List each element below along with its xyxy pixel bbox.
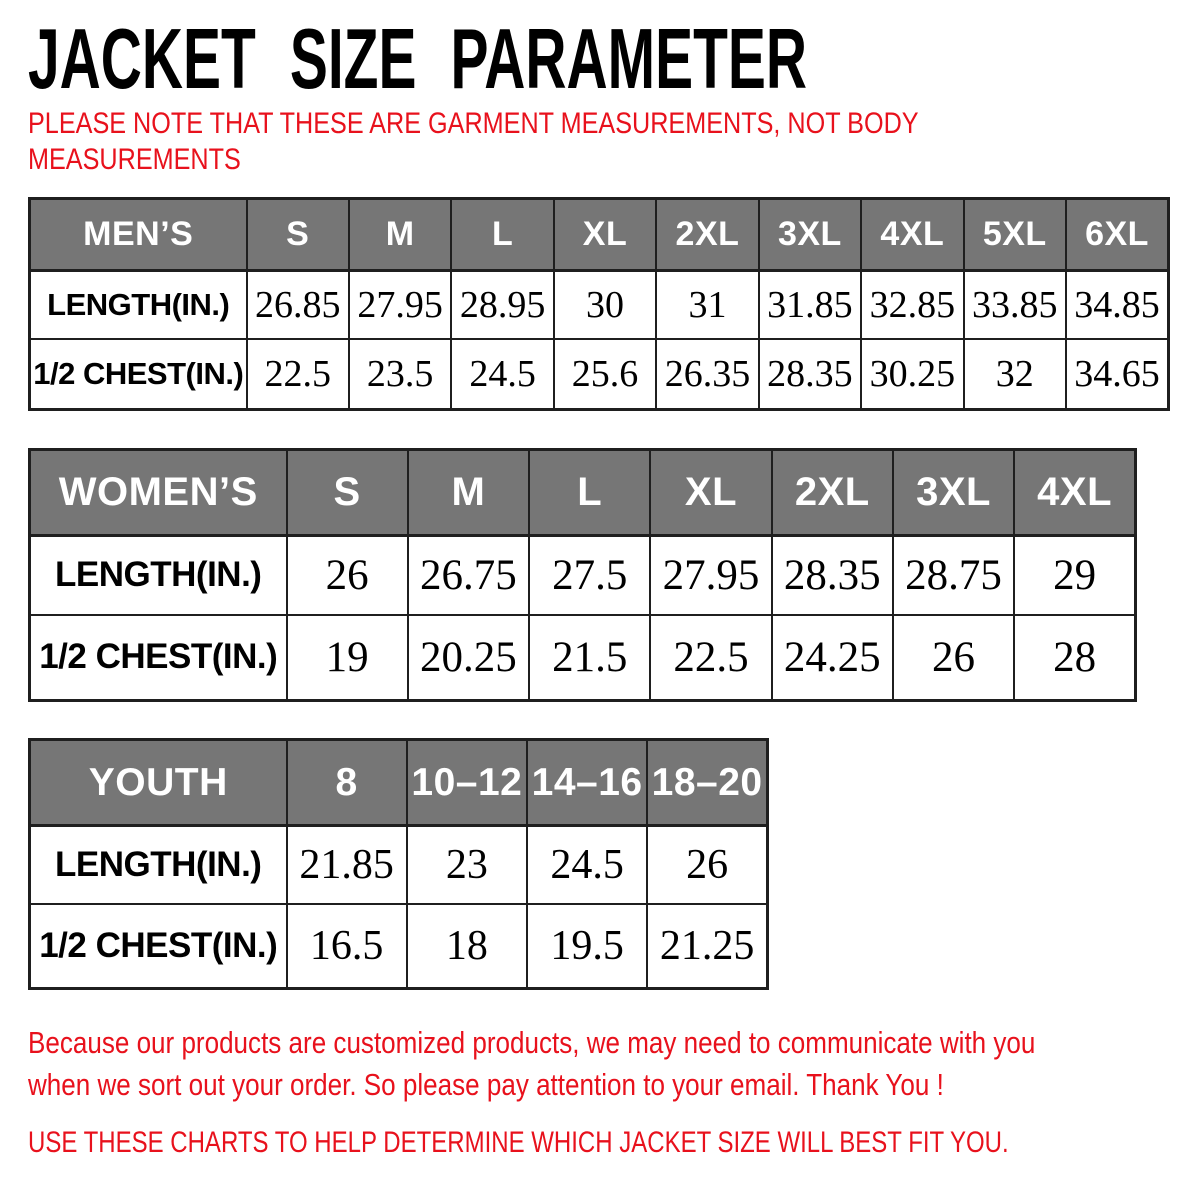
- size-value: 27.5: [528, 534, 652, 616]
- size-column-header: M: [347, 197, 453, 272]
- size-value: 31: [655, 269, 760, 340]
- size-column-header: 3XL: [757, 197, 863, 272]
- size-value: 34.85: [1065, 269, 1170, 340]
- size-column-header: 10–12: [405, 738, 529, 827]
- mens-table: MEN’S S M L XL 2XL 3XL 4XL 5XL 6XL LENGTH(IN.) 26.8…: [28, 197, 1170, 411]
- size-column-header: M: [406, 448, 531, 537]
- size-value: 33.85: [962, 269, 1068, 340]
- womens-table-title: WOMEN’S: [28, 448, 288, 537]
- measure-row-label: LENGTH(IN.): [28, 534, 288, 616]
- size-value: 29: [1013, 534, 1137, 616]
- note-line-2: MEASUREMENTS: [28, 143, 241, 176]
- size-column-header: 4XL: [1013, 448, 1137, 537]
- measurement-row: LENGTH(IN.) 26.85 27.95 28.95 30 31 31.85 32.85…: [28, 269, 1170, 340]
- youth-table-title: YOUTH: [28, 738, 288, 827]
- measure-row-label: 1/2 CHEST(IN.): [28, 337, 248, 411]
- size-value: 26.85: [245, 269, 350, 340]
- size-value: 23: [405, 824, 529, 905]
- garment-measurement-note: PLEASE NOTE THAT THESE ARE GARMENT MEASU…: [28, 106, 1088, 178]
- size-column-header: L: [528, 448, 652, 537]
- size-value: 24.5: [450, 337, 555, 411]
- youth-size-table: YOUTH 8 10–12 14–16 18–20 LENGTH(IN.) 21.85 23 2…: [28, 738, 769, 990]
- size-value: 19.5: [525, 902, 649, 990]
- size-value: 34.65: [1065, 337, 1170, 411]
- mens-table-title: MEN’S: [28, 197, 248, 272]
- size-value: 27.95: [347, 269, 453, 340]
- size-value: 28.95: [450, 269, 555, 340]
- size-value: 20.25: [406, 613, 531, 702]
- size-value: 26: [285, 534, 409, 616]
- size-value: 31.85: [757, 269, 863, 340]
- youth-header-row: YOUTH 8 10–12 14–16 18–20: [28, 738, 769, 827]
- measurement-row: 1/2 CHEST(IN.) 19 20.25 21.5 22.5 24.25 26 28: [28, 613, 1137, 702]
- size-value: 28: [1013, 613, 1137, 702]
- note-line-1: PLEASE NOTE THAT THESE ARE GARMENT MEASU…: [28, 107, 919, 140]
- size-value: 25.6: [552, 337, 658, 411]
- page-title: JACKET SIZE PARAMETER: [28, 12, 807, 107]
- womens-header-row: WOMEN’S S M L XL 2XL 3XL 4XL: [28, 448, 1137, 537]
- mens-header-row: MEN’S S M L XL 2XL 3XL 4XL 5XL 6XL: [28, 197, 1170, 272]
- size-value: 19: [285, 613, 409, 702]
- mens-size-table: MEN’S S M L XL 2XL 3XL 4XL 5XL 6XL LENGTH(IN.) 26.8…: [28, 197, 1170, 411]
- size-column-header: 3XL: [891, 448, 1016, 537]
- size-value: 21.5: [528, 613, 652, 702]
- measurement-row: 1/2 CHEST(IN.) 16.5 18 19.5 21.25: [28, 902, 769, 990]
- size-value: 26: [646, 824, 769, 905]
- size-value: 30: [552, 269, 658, 340]
- measure-row-label: LENGTH(IN.): [28, 824, 288, 905]
- size-column-header: 18–20: [646, 738, 769, 827]
- size-column-header: XL: [552, 197, 658, 272]
- measurement-row: 1/2 CHEST(IN.) 22.5 23.5 24.5 25.6 26.35 28.35…: [28, 337, 1170, 411]
- size-value: 21.25: [646, 902, 769, 990]
- measure-row-label: 1/2 CHEST(IN.): [28, 613, 288, 702]
- womens-size-table: WOMEN’S S M L XL 2XL 3XL 4XL LENGTH(IN.) 26 26.75 2…: [28, 448, 1137, 702]
- size-column-header: 5XL: [962, 197, 1068, 272]
- size-value: 26.35: [655, 337, 760, 411]
- size-value: 32.85: [860, 269, 965, 340]
- measure-row-label: LENGTH(IN.): [28, 269, 248, 340]
- size-column-header: 2XL: [655, 197, 760, 272]
- size-column-header: S: [245, 197, 350, 272]
- size-column-header: 14–16: [525, 738, 649, 827]
- size-value: 27.95: [649, 534, 773, 616]
- measurement-row: LENGTH(IN.) 21.85 23 24.5 26: [28, 824, 769, 905]
- size-value: 24.25: [770, 613, 894, 702]
- womens-table: WOMEN’S S M L XL 2XL 3XL 4XL LENGTH(IN.) 26 26.75 2…: [28, 448, 1137, 702]
- size-value: 28.35: [757, 337, 863, 411]
- size-column-header: XL: [649, 448, 773, 537]
- size-column-header: L: [450, 197, 555, 272]
- youth-table: YOUTH 8 10–12 14–16 18–20 LENGTH(IN.) 21.85 23 2…: [28, 738, 769, 990]
- customization-notice: Because our products are customized prod…: [28, 1022, 1200, 1106]
- measurement-row: LENGTH(IN.) 26 26.75 27.5 27.95 28.35 28.75 29: [28, 534, 1137, 616]
- size-value: 22.5: [245, 337, 350, 411]
- size-value: 28.75: [891, 534, 1016, 616]
- notice-line-2: when we sort out your order. So please p…: [28, 1067, 944, 1102]
- notice-line-1: Because our products are customized prod…: [28, 1025, 1036, 1060]
- size-column-header: 6XL: [1065, 197, 1170, 272]
- size-value: 23.5: [347, 337, 453, 411]
- size-value: 28.35: [770, 534, 894, 616]
- measure-row-label: 1/2 CHEST(IN.): [28, 902, 288, 990]
- size-value: 22.5: [649, 613, 773, 702]
- size-column-header: S: [285, 448, 409, 537]
- size-value: 16.5: [285, 902, 408, 990]
- size-value: 30.25: [860, 337, 965, 411]
- size-column-header: 4XL: [860, 197, 965, 272]
- size-value: 21.85: [285, 824, 408, 905]
- size-value: 24.5: [525, 824, 649, 905]
- size-value: 32: [962, 337, 1068, 411]
- size-column-header: 2XL: [770, 448, 894, 537]
- size-value: 26: [891, 613, 1016, 702]
- usage-instruction: USE THESE CHARTS TO HELP DETERMINE WHICH…: [28, 1126, 1009, 1159]
- size-column-header: 8: [285, 738, 408, 827]
- size-value: 18: [405, 902, 529, 990]
- size-value: 26.75: [406, 534, 531, 616]
